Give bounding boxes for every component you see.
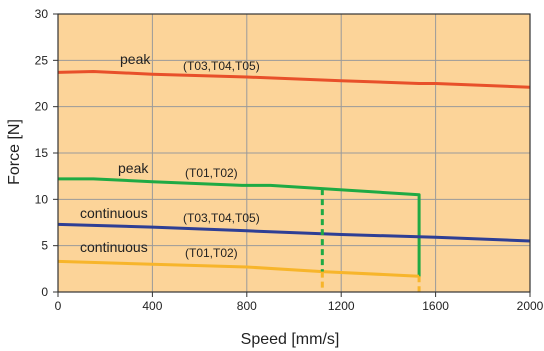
series-models-2: (T03,T04,T05) xyxy=(183,211,260,225)
series-label-1: peak xyxy=(118,160,149,176)
y-tick-label: 5 xyxy=(41,239,48,253)
series-models-0: (T03,T04,T05) xyxy=(183,59,260,73)
x-tick-label: 400 xyxy=(142,299,162,313)
series-line-1 xyxy=(58,177,421,278)
y-tick-label: 10 xyxy=(35,192,49,206)
y-tick-label: 25 xyxy=(35,53,49,67)
x-tick-label: 1200 xyxy=(328,299,355,313)
series-line-2 xyxy=(57,222,531,243)
series-models-3: (T01,T02) xyxy=(185,246,238,260)
x-tick-label: 2000 xyxy=(517,299,544,313)
y-tick-label: 15 xyxy=(35,146,49,160)
series-models-1: (T01,T02) xyxy=(185,166,238,180)
series-label-0: peak xyxy=(120,51,151,67)
series-labels: peak (T03,T04,T05) peak (T01,T02) continuous… xyxy=(80,51,260,260)
x-tick-label: 800 xyxy=(237,299,257,313)
data-series xyxy=(57,70,531,278)
y-tick-label: 30 xyxy=(35,7,49,21)
series-label-2: continuous xyxy=(80,205,148,221)
y-tick-label: 20 xyxy=(35,100,49,114)
dashed-markers xyxy=(320,189,421,292)
y-axis-label: Force [N] xyxy=(6,119,23,185)
series-label-3: continuous xyxy=(80,239,148,255)
series-line-3 xyxy=(57,259,420,278)
x-tick-label: 0 xyxy=(55,299,62,313)
axes: 0 5 10 15 20 25 30 0 400 800 1200 1600 2000 xyxy=(35,7,544,313)
x-axis-label: Speed [mm/s] xyxy=(241,331,340,348)
series-line-0 xyxy=(57,70,531,89)
y-tick-label: 0 xyxy=(41,285,48,299)
x-tick-label: 1600 xyxy=(422,299,449,313)
